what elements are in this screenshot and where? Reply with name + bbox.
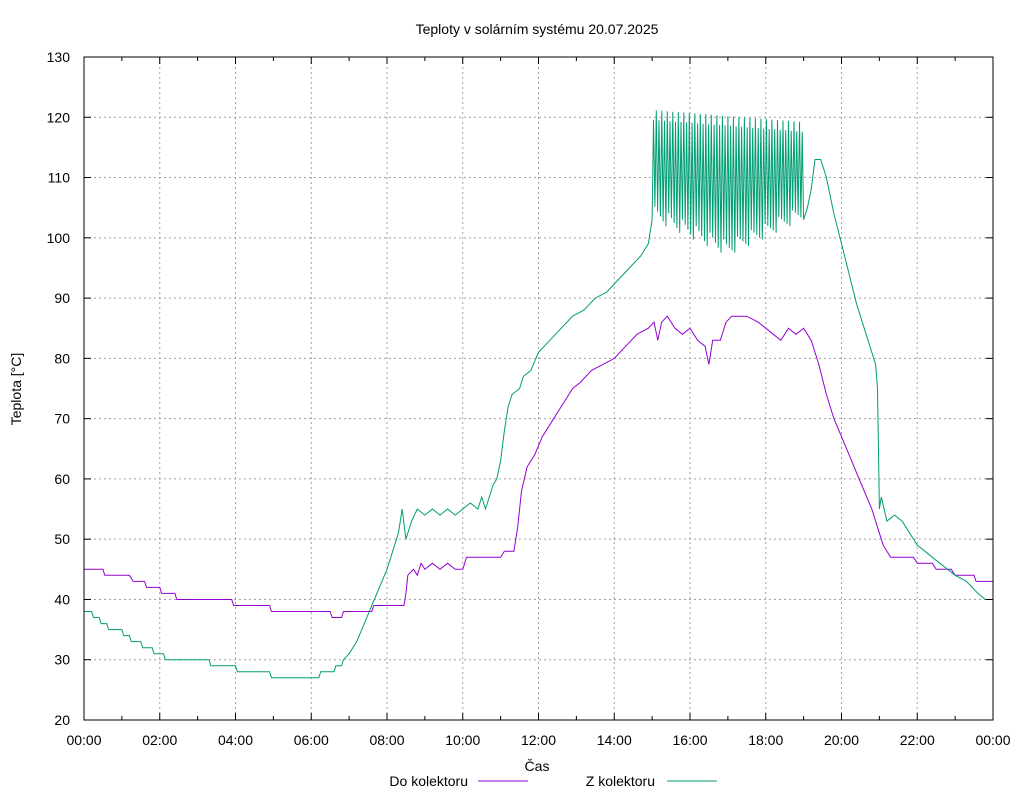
y-tick-label: 80	[54, 350, 70, 366]
x-tick-label: 02:00	[142, 732, 177, 748]
y-tick-label: 50	[54, 531, 70, 547]
y-tick-label: 130	[47, 49, 71, 65]
y-tick-label: 110	[48, 170, 71, 186]
x-tick-label: 08:00	[369, 732, 404, 748]
x-tick-label: 12:00	[521, 732, 556, 748]
y-tick-label: 30	[54, 652, 70, 668]
x-tick-label: 00:00	[975, 732, 1010, 748]
x-tick-label: 14:00	[597, 732, 632, 748]
x-tick-label: 16:00	[672, 732, 707, 748]
series-line-do-kolektoru	[84, 315, 993, 618]
series-layer	[84, 110, 993, 679]
x-tick-label: 10:00	[445, 732, 480, 748]
legend-label-z-kolektoru: Z kolektoru	[586, 773, 655, 789]
y-tick-label: 90	[54, 290, 70, 306]
x-tick-label: 06:00	[294, 732, 329, 748]
x-tick-label: 00:00	[66, 732, 101, 748]
y-tick-label: 20	[54, 712, 70, 728]
x-tick-label: 18:00	[748, 732, 783, 748]
y-tick-label: 120	[47, 109, 71, 125]
x-axis-title: Čas	[525, 758, 550, 774]
y-axis-title: Teplota [°C]	[8, 353, 24, 426]
legend: Do kolektoru Z kolektoru	[389, 773, 717, 789]
grid	[84, 57, 993, 720]
legend-label-do-kolektoru: Do kolektoru	[389, 773, 468, 789]
x-tick-label: 04:00	[218, 732, 253, 748]
y-tick-label: 70	[54, 411, 70, 427]
y-tick-label: 60	[54, 471, 70, 487]
chart-title: Teploty v solárním systému 20.07.2025	[416, 21, 659, 37]
y-tick-label: 40	[54, 591, 70, 607]
ticks: 20 30 40 50 60 70 80 90 100 110 120 130 00:00 02:00 04…	[47, 49, 1011, 748]
series-line-z-kolektoru	[84, 110, 993, 679]
x-tick-label: 22:00	[900, 732, 935, 748]
x-tick-label: 20:00	[824, 732, 859, 748]
y-tick-label: 100	[47, 230, 71, 246]
